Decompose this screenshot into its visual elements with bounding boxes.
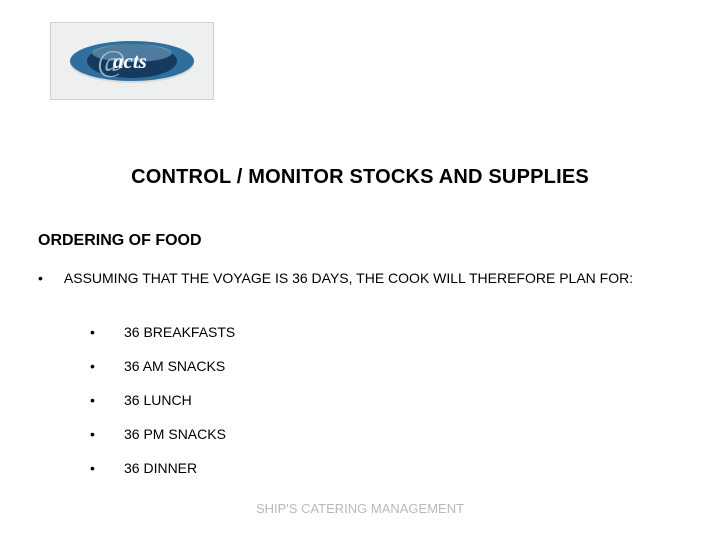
list-item-text: 36 PM SNACKS	[124, 426, 226, 442]
list-item-text: 36 AM SNACKS	[124, 358, 225, 374]
slide-title: CONTROL / MONITOR STOCKS AND SUPPLIES	[0, 166, 720, 189]
bullet-level1: • ASSUMING THAT THE VOYAGE IS 36 DAYS, T…	[38, 270, 690, 288]
bullet-glyph: •	[90, 426, 124, 442]
bullet-glyph: •	[90, 358, 124, 374]
bullet-glyph: •	[38, 270, 60, 288]
list-item: • 36 AM SNACKS	[90, 358, 680, 374]
slide: @ acts CONTROL / MONITOR STOCKS AND SUPP…	[0, 0, 720, 540]
bullet-glyph: •	[90, 460, 124, 476]
footer-text: SHIP'S CATERING MANAGEMENT	[0, 501, 720, 516]
list-item: • 36 PM SNACKS	[90, 426, 680, 442]
list-item: • 36 DINNER	[90, 460, 680, 476]
acts-logo-icon: @ acts	[57, 29, 207, 93]
section-heading: ORDERING OF FOOD	[38, 232, 202, 250]
brand-logo: @ acts	[50, 22, 214, 100]
list-item-text: 36 DINNER	[124, 460, 197, 476]
list-item: • 36 LUNCH	[90, 392, 680, 408]
list-item-text: 36 BREAKFASTS	[124, 324, 235, 340]
list-item-text: 36 LUNCH	[124, 392, 192, 408]
svg-text:acts: acts	[113, 49, 147, 73]
bullet-glyph: •	[90, 392, 124, 408]
bullet-glyph: •	[90, 324, 124, 340]
bullet-level1-text: ASSUMING THAT THE VOYAGE IS 36 DAYS, THE…	[64, 270, 686, 288]
sub-bullet-list: • 36 BREAKFASTS • 36 AM SNACKS • 36 LUNC…	[90, 324, 680, 494]
list-item: • 36 BREAKFASTS	[90, 324, 680, 340]
